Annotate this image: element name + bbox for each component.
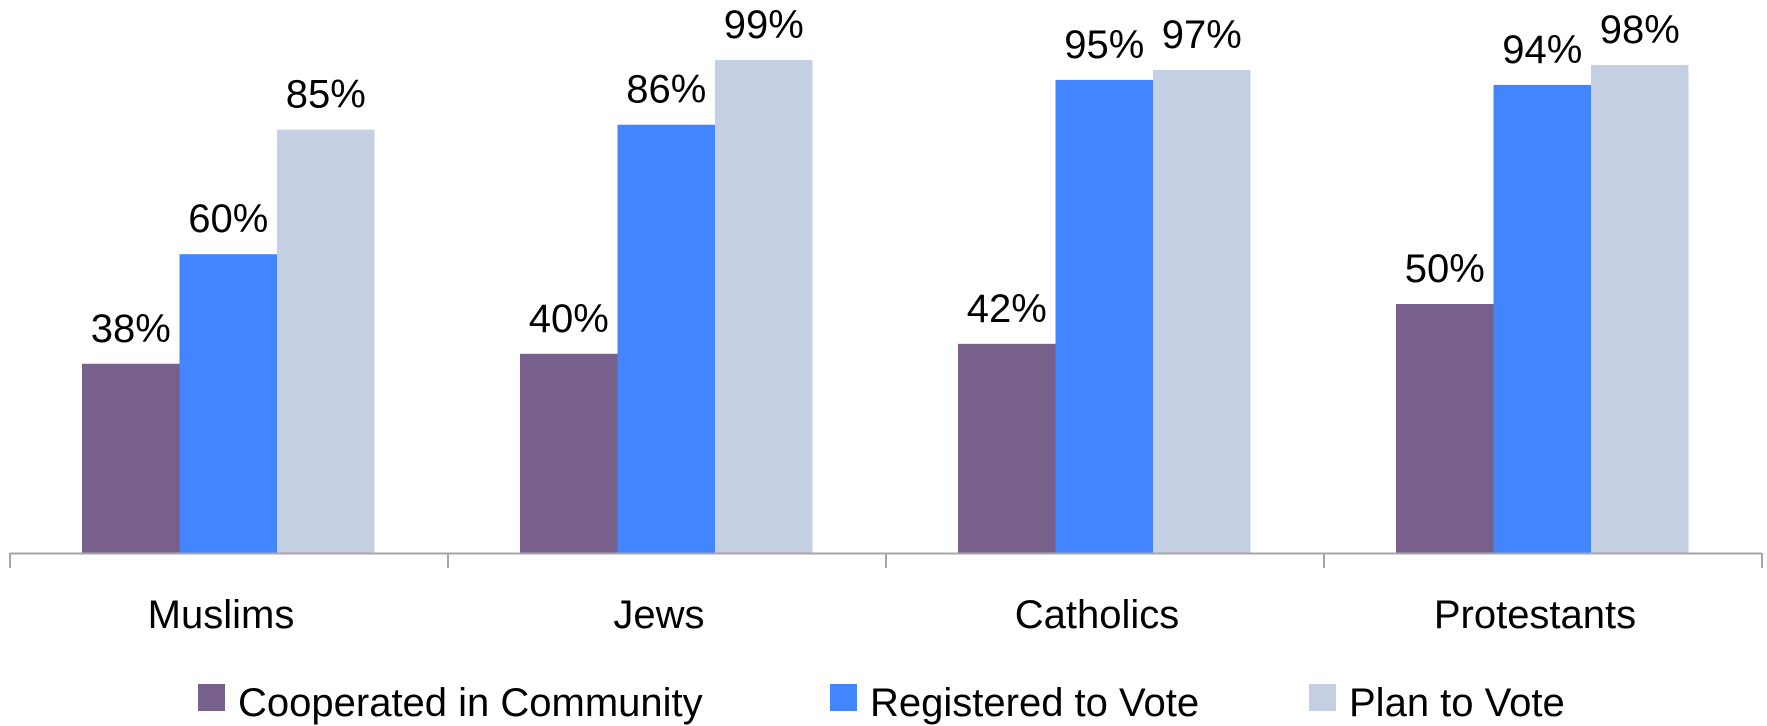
- data-label-protestants-cooperated-in-community: 50%: [1405, 247, 1485, 291]
- bar-catholics-registered-to-vote: [1055, 79, 1153, 554]
- data-label-jews-registered-to-vote: 86%: [626, 68, 706, 112]
- x-tick-label-catholics: Catholics: [1015, 593, 1180, 637]
- data-label-catholics-cooperated-in-community: 42%: [967, 287, 1047, 331]
- legend-label-cooperated-in-community: Cooperated in Community: [238, 681, 703, 725]
- data-label-jews-plan-to-vote: 99%: [724, 3, 804, 47]
- data-labels-layer: 38% 60% 85% 40% 86% 99% 42% 95% 97% 50% 94% 98%: [91, 3, 1680, 351]
- legend: Cooperated in Community Registered to Vot…: [198, 681, 1565, 725]
- bar-muslims-plan-to-vote: [277, 129, 375, 553]
- bar-jews-registered-to-vote: [617, 124, 715, 553]
- bar-protestants-cooperated-in-community: [1396, 304, 1494, 553]
- data-label-muslims-plan-to-vote: 85%: [286, 73, 366, 117]
- bar-muslims-cooperated-in-community: [82, 363, 180, 553]
- legend-label-plan-to-vote: Plan to Vote: [1349, 681, 1565, 725]
- x-axis: Muslims Jews Catholics Protestants: [9, 552, 1763, 637]
- data-label-protestants-plan-to-vote: 98%: [1600, 8, 1680, 52]
- data-label-catholics-plan-to-vote: 97%: [1162, 13, 1242, 57]
- legend-label-registered-to-vote: Registered to Vote: [870, 681, 1199, 725]
- data-label-jews-cooperated-in-community: 40%: [529, 297, 609, 341]
- bar-jews-cooperated-in-community: [520, 353, 618, 553]
- legend-swatch-registered-to-vote: [830, 684, 857, 711]
- legend-swatch-plan-to-vote: [1309, 684, 1336, 711]
- data-label-catholics-registered-to-vote: 95%: [1064, 23, 1144, 67]
- bar-protestants-registered-to-vote: [1493, 84, 1591, 553]
- data-label-muslims-registered-to-vote: 60%: [188, 197, 268, 241]
- bar-jews-plan-to-vote: [715, 59, 813, 553]
- data-label-muslims-cooperated-in-community: 38%: [91, 307, 171, 351]
- x-tick-label-muslims: Muslims: [148, 593, 295, 637]
- bar-catholics-plan-to-vote: [1153, 69, 1251, 553]
- x-tick-label-protestants: Protestants: [1434, 593, 1636, 637]
- bar-catholics-cooperated-in-community: [958, 343, 1056, 553]
- data-label-protestants-registered-to-vote: 94%: [1502, 28, 1582, 72]
- legend-swatch-cooperated-in-community: [198, 684, 225, 711]
- bar-muslims-registered-to-vote: [179, 254, 277, 553]
- bar-protestants-plan-to-vote: [1591, 64, 1689, 554]
- bars-layer: [82, 59, 1689, 554]
- x-tick-label-jews: Jews: [613, 593, 704, 637]
